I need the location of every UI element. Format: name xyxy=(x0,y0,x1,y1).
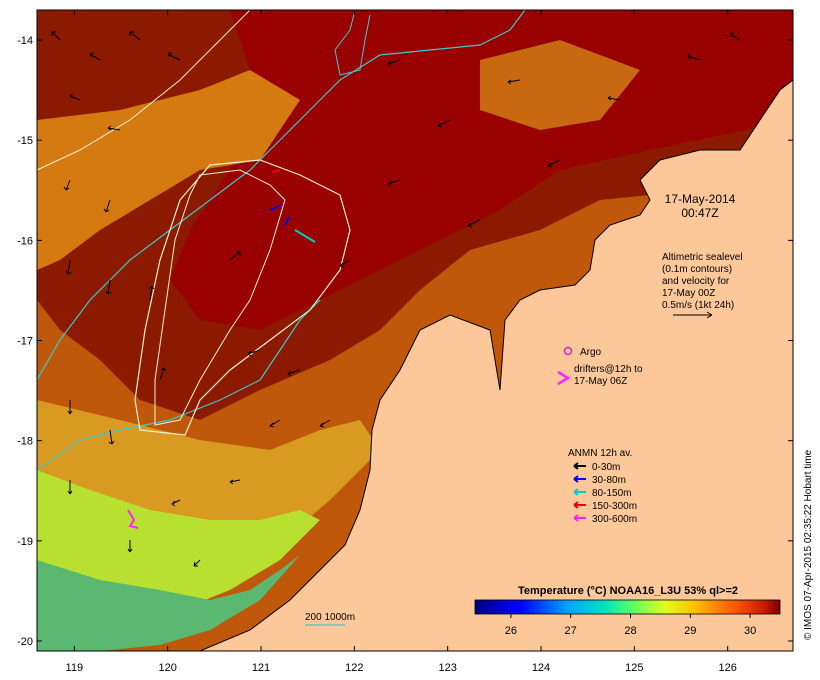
lat-tick-label: -19 xyxy=(17,536,33,548)
lat-tick-label: -17 xyxy=(17,336,33,348)
svg-text:17-May 00Z: 17-May 00Z xyxy=(662,288,715,299)
colorbar-tick-label: 27 xyxy=(565,625,577,637)
argo-legend: Argo xyxy=(563,346,602,358)
lon-tick-label: 120 xyxy=(158,662,176,674)
depth-contour-legend: 200 1000m xyxy=(305,612,355,626)
anmn-arrow xyxy=(573,488,586,496)
lon-tick-label: 125 xyxy=(625,662,643,674)
svg-text:17-May 06Z: 17-May 06Z xyxy=(574,376,627,387)
svg-text:(0.1m contours): (0.1m contours) xyxy=(662,264,732,275)
anmn-label: 300-600m xyxy=(592,514,637,525)
colorbar-gradient xyxy=(474,599,781,615)
lon-tick-label: 126 xyxy=(718,662,736,674)
altimetry-contour-eddy xyxy=(134,159,351,436)
altimetry-contour-north xyxy=(36,9,251,171)
altimetry-legend: Altimetric sealevel (0.1m contours) and … xyxy=(662,252,743,319)
lat-tick-label: -15 xyxy=(17,135,33,147)
credit-text: © IMOS 07-Apr-2015 02:35:22 Hobart time xyxy=(803,449,814,640)
lon-tick-label: 123 xyxy=(438,662,456,674)
timestamp-time: 00:47Z xyxy=(681,206,718,220)
colorbar-tick-label: 29 xyxy=(684,625,696,637)
lat-tick-label: -20 xyxy=(17,636,33,648)
orange-patch xyxy=(37,70,300,270)
svg-text:200 1000m: 200 1000m xyxy=(305,612,355,623)
anmn-label: 0-30m xyxy=(592,462,620,473)
svg-text:drifters@12h to: drifters@12h to xyxy=(574,364,643,375)
drifter-track xyxy=(127,509,139,529)
plot-frame xyxy=(36,9,794,652)
mooring-arrows xyxy=(269,169,316,243)
map-plot-area xyxy=(37,10,793,651)
drifters-legend: drifters@12h to 17-May 06Z xyxy=(557,364,643,387)
anmn-legend: ANMN 12h av. 0-30m 30-80m 80-150m 150-300m 3… xyxy=(568,448,637,525)
anmn-label: 80-150m xyxy=(592,488,631,499)
anmn-arrow xyxy=(573,475,586,483)
anmn-label: 30-80m xyxy=(592,475,626,486)
longitude-axis: 119 120 121 122 123 124 125 126 xyxy=(66,10,737,674)
svg-text:ANMN 12h av.: ANMN 12h av. xyxy=(568,448,632,459)
colorbar-tick-label: 30 xyxy=(744,625,756,637)
timestamp-date: 17-May-2014 xyxy=(665,192,736,206)
lon-tick-label: 122 xyxy=(345,662,363,674)
shelf-break-contour xyxy=(36,9,526,381)
anmn-arrow xyxy=(573,462,586,470)
velocity-scale-arrow xyxy=(673,311,713,319)
lat-tick-label: -14 xyxy=(17,35,33,47)
svg-text:Argo: Argo xyxy=(580,347,602,358)
lon-tick-label: 119 xyxy=(66,662,84,674)
trough-contour xyxy=(334,9,371,76)
svg-text:0.5m/s (1kt 24h): 0.5m/s (1kt 24h) xyxy=(662,300,734,311)
velocity-arrows xyxy=(51,31,741,567)
slope-contour xyxy=(36,299,321,471)
drifter-marker xyxy=(557,370,571,386)
anmn-arrow xyxy=(573,514,586,522)
svg-text:Altimetric sealevel: Altimetric sealevel xyxy=(662,252,743,263)
latitude-axis: -14 -15 -16 -17 -18 -19 -20 xyxy=(17,35,793,648)
warm-core-region xyxy=(170,10,793,330)
colorbar-title: Temperature (°C) NOAA16_L3U 53% ql>=2 xyxy=(518,585,738,597)
colorbar-tick-label: 28 xyxy=(624,625,636,637)
anmn-arrow xyxy=(573,501,586,509)
colorbar-tick-label: 26 xyxy=(505,625,517,637)
svg-text:and velocity for: and velocity for xyxy=(662,276,730,287)
colorbar: Temperature (°C) NOAA16_L3U 53% ql>=2 26… xyxy=(474,585,781,637)
land-mass xyxy=(199,10,793,651)
lat-tick-label: -18 xyxy=(17,436,33,448)
orange-patch-east xyxy=(480,40,640,130)
coastal-green-water xyxy=(37,555,300,651)
lon-tick-label: 124 xyxy=(532,662,550,674)
lat-tick-label: -16 xyxy=(17,235,33,247)
altimetry-contour-inner xyxy=(154,169,286,426)
anmn-label: 150-300m xyxy=(592,501,637,512)
lon-tick-label: 121 xyxy=(252,662,270,674)
argo-marker xyxy=(563,346,573,356)
